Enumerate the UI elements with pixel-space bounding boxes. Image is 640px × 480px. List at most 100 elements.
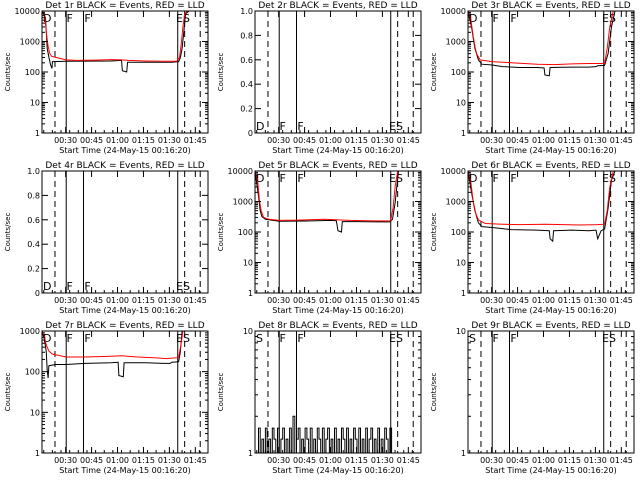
plot-frame bbox=[41, 330, 209, 454]
y-axis-label: Counts/sec bbox=[217, 53, 225, 92]
series-black bbox=[42, 331, 183, 379]
x-tick-label: 00:45 bbox=[293, 456, 316, 465]
x-tick-label: 01:45 bbox=[610, 136, 633, 145]
series-black bbox=[258, 415, 393, 453]
event-marker-bottom: D bbox=[256, 120, 264, 133]
y-tick-label: 100 bbox=[238, 228, 253, 237]
y-tick-label: 1 bbox=[35, 129, 40, 138]
panel-title: Det 4r BLACK = Events, RED = LLD bbox=[45, 161, 204, 171]
x-tick-label: 01:30 bbox=[584, 296, 607, 305]
x-tick-label: 01:00 bbox=[319, 136, 342, 145]
plot-frame bbox=[467, 330, 635, 454]
x-tick-label: 01:15 bbox=[558, 296, 581, 305]
event-marker-top: D bbox=[43, 332, 51, 345]
series-red bbox=[255, 171, 399, 222]
series-black bbox=[468, 171, 616, 243]
x-tick-label: 00:30 bbox=[54, 136, 77, 145]
plot-frame bbox=[41, 170, 209, 294]
series-black bbox=[42, 11, 190, 73]
y-tick-label: 0.6 bbox=[240, 56, 253, 65]
event-marker-bottom: ES bbox=[176, 280, 190, 293]
y-tick-label: 10000 bbox=[441, 7, 466, 16]
x-tick-label: 01:15 bbox=[132, 456, 155, 465]
x-tick-label: 00:30 bbox=[54, 296, 77, 305]
series-red bbox=[468, 11, 614, 66]
y-tick-label: 10 bbox=[243, 327, 253, 336]
x-tick-label: 01:30 bbox=[158, 456, 181, 465]
event-marker-top: F bbox=[84, 12, 90, 25]
y-axis-label: Counts/sec bbox=[430, 213, 438, 252]
event-marker-top: D bbox=[469, 12, 477, 25]
y-tick-label: 10 bbox=[456, 327, 466, 336]
x-tick-label: 00:45 bbox=[293, 296, 316, 305]
series-red bbox=[42, 331, 184, 360]
event-marker-bottom: ES bbox=[389, 120, 403, 133]
y-tick-label: 100 bbox=[25, 68, 40, 77]
event-marker-top: F bbox=[84, 332, 90, 345]
x-tick-label: 00:45 bbox=[80, 296, 103, 305]
event-marker-top: ES bbox=[176, 12, 190, 25]
x-tick-label: 01:00 bbox=[532, 296, 555, 305]
x-tick-label: 01:30 bbox=[158, 296, 181, 305]
x-tick-label: 01:45 bbox=[184, 136, 207, 145]
y-tick-label: 1000 bbox=[233, 198, 253, 207]
y-tick-label: 1 bbox=[248, 289, 253, 298]
x-axis-label: Start Time (24-May-15 00:16:20) bbox=[59, 306, 190, 315]
x-tick-label: 01:15 bbox=[132, 296, 155, 305]
event-marker-top: S bbox=[469, 332, 476, 345]
event-marker-top: F bbox=[297, 332, 303, 345]
x-tick-label: 00:30 bbox=[480, 136, 503, 145]
y-tick-label: 0 bbox=[35, 289, 40, 298]
y-tick-label: 10000 bbox=[15, 7, 40, 16]
y-tick-label: 0.8 bbox=[27, 191, 40, 200]
event-marker-top: D bbox=[256, 172, 264, 185]
y-axis-label: Counts/sec bbox=[217, 373, 225, 412]
y-tick-label: 1 bbox=[248, 449, 253, 458]
x-tick-label: 01:00 bbox=[106, 456, 129, 465]
event-marker-bottom: F bbox=[84, 280, 90, 293]
series-black bbox=[468, 11, 616, 77]
event-marker-top: D bbox=[469, 172, 477, 185]
y-tick-label: 1 bbox=[461, 129, 466, 138]
y-tick-label: 0.6 bbox=[27, 216, 40, 225]
x-axis-label: Start Time (24-May-15 00:16:20) bbox=[485, 146, 616, 155]
y-tick-label: 0.8 bbox=[240, 31, 253, 40]
y-tick-label: 10 bbox=[30, 99, 40, 108]
event-marker-bottom: F bbox=[280, 120, 286, 133]
x-tick-label: 01:30 bbox=[371, 136, 394, 145]
x-tick-label: 01:00 bbox=[106, 136, 129, 145]
y-tick-label: 1 bbox=[35, 449, 40, 458]
y-tick-label: 10000 bbox=[441, 167, 466, 176]
panel-title: Det 7r BLACK = Events, RED = LLD bbox=[45, 321, 204, 331]
event-marker-top: ES bbox=[389, 332, 403, 345]
y-tick-label: 0.4 bbox=[240, 80, 253, 89]
panel-title: Det 9r BLACK = Events, RED = LLD bbox=[471, 321, 630, 331]
x-tick-label: 01:45 bbox=[184, 296, 207, 305]
y-axis-label: Counts/sec bbox=[430, 53, 438, 92]
x-axis-label: Start Time (24-May-15 00:16:20) bbox=[272, 306, 403, 315]
panel-title: Det 2r BLACK = Events, RED = LLD bbox=[258, 1, 417, 11]
x-tick-label: 01:45 bbox=[610, 296, 633, 305]
series-red bbox=[42, 11, 188, 62]
y-tick-label: 1 bbox=[461, 449, 466, 458]
x-axis-label: Start Time (24-May-15 00:16:20) bbox=[59, 146, 190, 155]
panel-title: Det 1r BLACK = Events, RED = LLD bbox=[45, 1, 204, 11]
x-tick-label: 00:30 bbox=[267, 136, 290, 145]
y-axis-label: Counts/sec bbox=[4, 373, 12, 412]
event-marker-top: F bbox=[493, 332, 499, 345]
x-tick-label: 01:45 bbox=[610, 456, 633, 465]
x-tick-label: 00:45 bbox=[80, 136, 103, 145]
series-black bbox=[255, 171, 399, 233]
x-tick-label: 00:30 bbox=[480, 456, 503, 465]
y-tick-label: 100 bbox=[451, 228, 466, 237]
y-tick-label: 10 bbox=[243, 259, 253, 268]
series-red bbox=[468, 171, 614, 226]
y-tick-label: 100 bbox=[451, 68, 466, 77]
x-tick-label: 01:00 bbox=[532, 136, 555, 145]
y-tick-label: 1000 bbox=[20, 38, 40, 47]
x-tick-label: 01:00 bbox=[319, 296, 342, 305]
y-tick-label: 10 bbox=[456, 99, 466, 108]
